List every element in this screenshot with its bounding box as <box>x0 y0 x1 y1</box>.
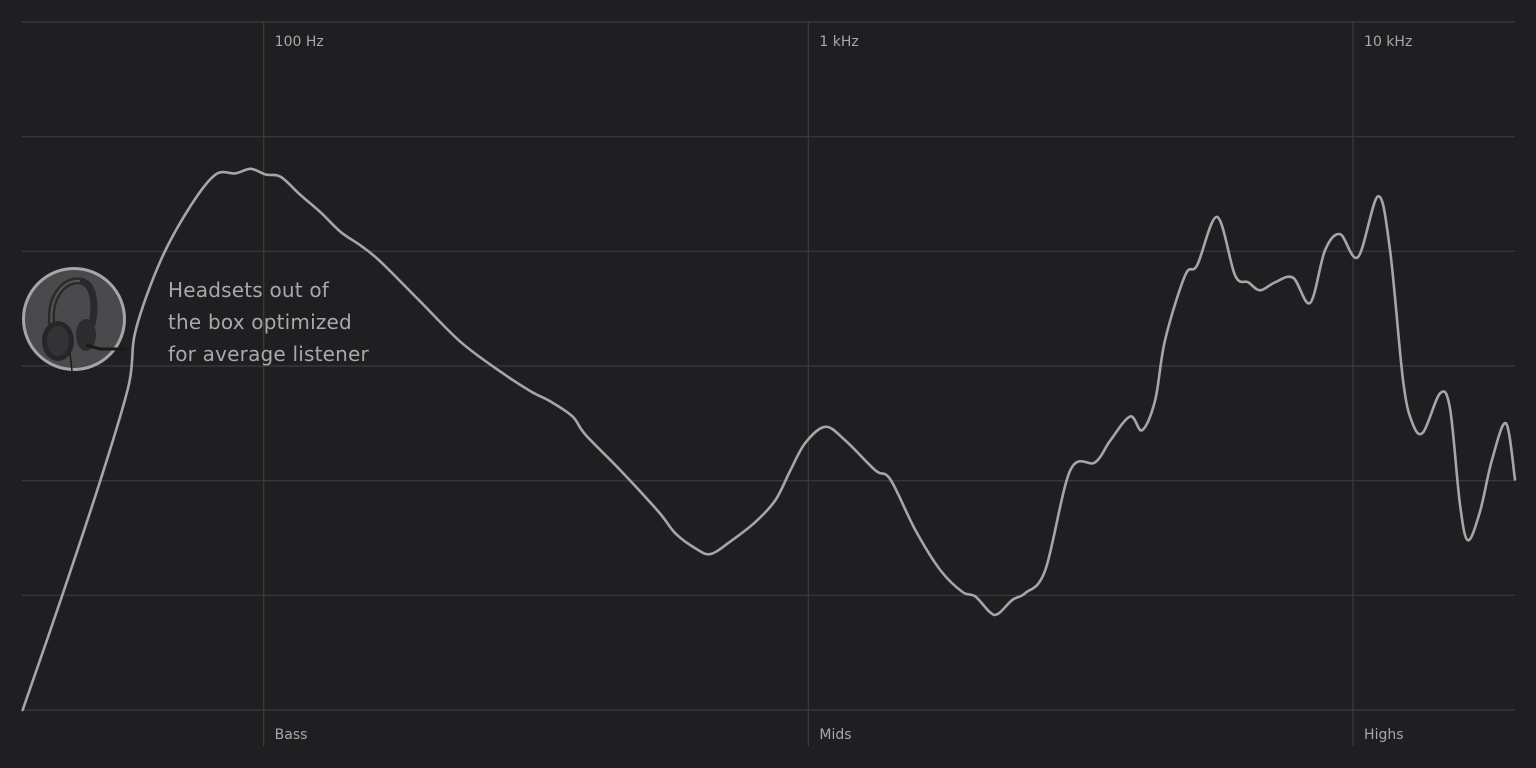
bottom-tick-label: Mids <box>819 727 851 743</box>
bottom-tick-label: Highs <box>1364 727 1403 743</box>
annotation-line: Headsets out of <box>168 278 330 302</box>
annotation-line: for average listener <box>168 342 369 366</box>
top-tick-label: 10 kHz <box>1364 34 1412 50</box>
tick-labels: 100 Hz 1 kHz 10 kHz Bass Mids Highs <box>275 34 1413 743</box>
annotation-text: Headsets out of the box optimized for av… <box>168 274 369 370</box>
grid <box>22 21 1515 746</box>
headset-icon <box>42 277 126 371</box>
top-tick-label: 1 kHz <box>819 34 858 50</box>
top-tick-label: 100 Hz <box>275 34 324 50</box>
bottom-tick-label: Bass <box>275 727 308 743</box>
response-curve <box>21 167 1517 712</box>
annotation-line: the box optimized <box>168 310 352 334</box>
headset-badge <box>22 267 126 371</box>
